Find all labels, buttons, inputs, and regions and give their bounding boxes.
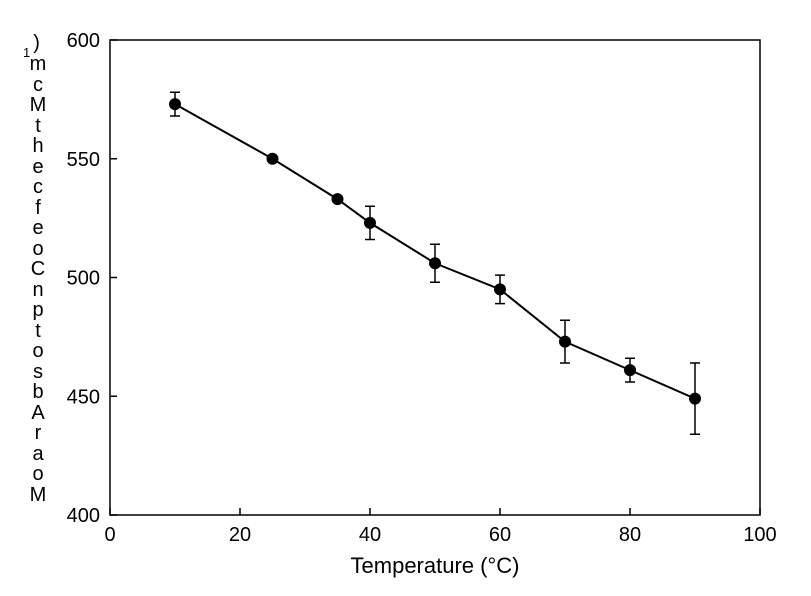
data-point: [625, 365, 636, 376]
data-point: [170, 99, 181, 110]
y-axis-label-char: M: [28, 95, 48, 116]
data-point: [430, 258, 441, 269]
data-point: [690, 393, 701, 404]
x-tick-label: 0: [104, 524, 115, 546]
x-tick-label: 20: [229, 524, 251, 546]
data-point: [365, 217, 376, 228]
y-axis-label-char: e: [28, 157, 48, 178]
y-axis-label-char: a: [28, 444, 48, 465]
chart-container: 0 20 40 60 80 100 400 450 500 550 600 Temperature (…: [0, 0, 811, 596]
y-axis-label-char: o: [28, 464, 48, 485]
data-point: [267, 153, 278, 164]
y-tick-label: 600: [67, 30, 100, 52]
y-axis-label-char: f: [28, 198, 48, 219]
y-axis-label-paren: 1): [26, 32, 40, 57]
y-tick-label: 400: [67, 505, 100, 527]
y-axis-label-stack: mcMthecfeoCnptosbAraoM: [28, 54, 48, 505]
y-axis-label-char: s: [28, 362, 48, 383]
y-axis-label-char: b: [28, 382, 48, 403]
line-chart: 0 20 40 60 80 100 400 450 500 550 600 Temperature (…: [0, 0, 811, 596]
x-tick-label: 80: [619, 524, 641, 546]
data-point: [495, 284, 506, 295]
y-tick-label: 500: [67, 268, 100, 290]
y-axis-label-char: o: [28, 341, 48, 362]
y-axis-label-char: t: [28, 116, 48, 137]
y-axis-label-char: p: [28, 300, 48, 321]
y-axis-label-char: t: [28, 321, 48, 342]
x-tick-label: 40: [359, 524, 381, 546]
data-point: [332, 194, 343, 205]
y-axis-label-char: C: [28, 259, 48, 280]
y-tick-label: 550: [67, 149, 100, 171]
y-axis-label-char: h: [28, 136, 48, 157]
y-axis-label-char: c: [28, 177, 48, 198]
y-axis-label-char: r: [28, 423, 48, 444]
y-axis-label-char: A: [28, 403, 48, 424]
x-axis-title: Temperature (°C): [351, 553, 520, 578]
y-axis-label-char: o: [28, 239, 48, 260]
y-axis-label-char: M: [28, 485, 48, 506]
y-axis-label-char: c: [28, 75, 48, 96]
y-tick-label: 450: [67, 386, 100, 408]
y-axis-label-char: e: [28, 218, 48, 239]
x-tick-label: 100: [743, 524, 776, 546]
data-point: [560, 336, 571, 347]
y-axis-label-char: n: [28, 280, 48, 301]
y-axis-label-char: m: [28, 54, 48, 75]
x-tick-label: 60: [489, 524, 511, 546]
